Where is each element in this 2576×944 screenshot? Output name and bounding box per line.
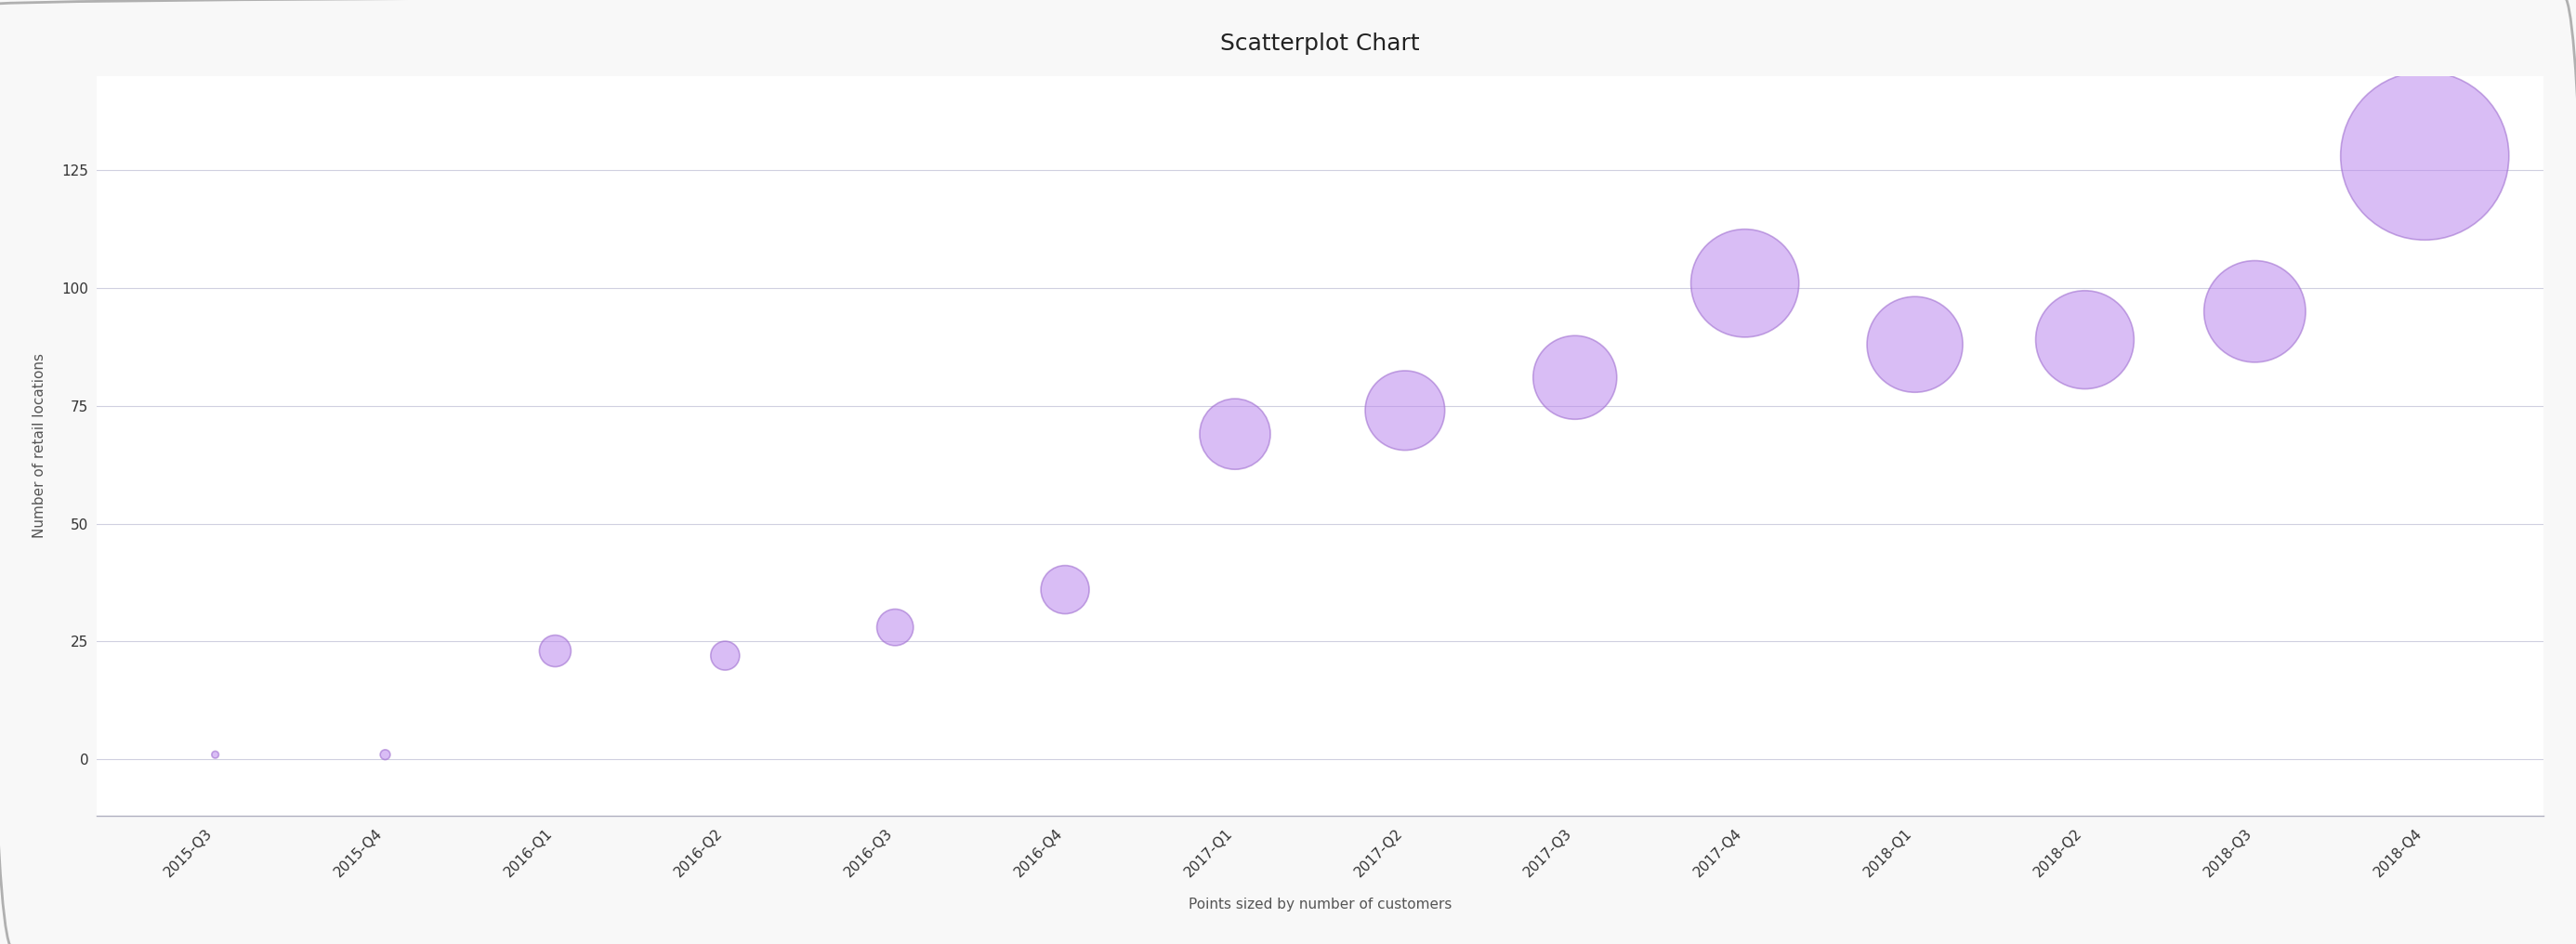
Point	[1383, 403, 1425, 418]
X-axis label: Points sized by number of customers: Points sized by number of customers	[1188, 898, 1453, 912]
Point	[2403, 148, 2445, 163]
Point	[366, 747, 407, 762]
Y-axis label: Number of retail locations: Number of retail locations	[33, 353, 46, 538]
Point	[1893, 337, 1935, 352]
Point	[1553, 370, 1595, 385]
Point	[2233, 304, 2275, 319]
Point	[2063, 332, 2105, 347]
Point	[1213, 427, 1255, 442]
Point	[536, 644, 577, 659]
Title: Scatterplot Chart: Scatterplot Chart	[1221, 32, 1419, 55]
Point	[196, 747, 237, 762]
Point	[1723, 276, 1765, 291]
Point	[1043, 582, 1084, 598]
Point	[873, 620, 914, 635]
Point	[703, 649, 744, 664]
